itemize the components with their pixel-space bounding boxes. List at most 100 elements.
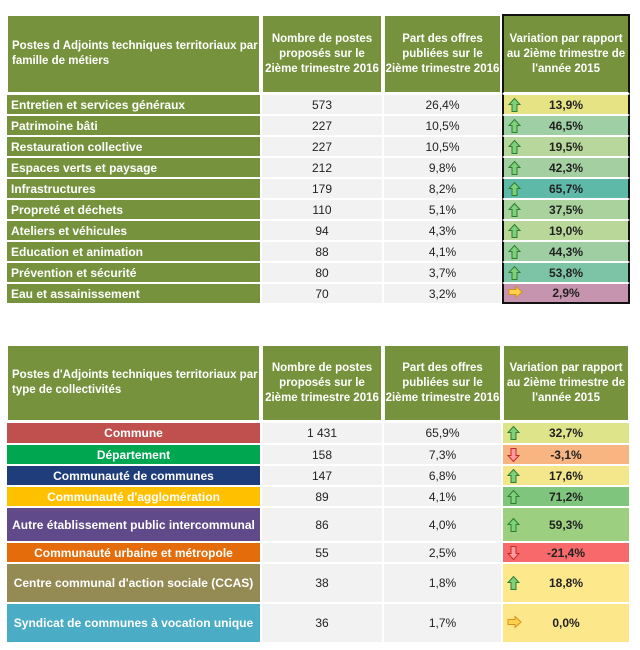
row-share: 8,2%	[383, 178, 502, 199]
table-row: Eau et assainissement 70 3,2% 2,9%	[6, 283, 630, 304]
row-variation-cell: 19,5%	[502, 136, 630, 157]
row-variation: 44,3%	[548, 244, 584, 259]
row-label: Entretien et services généraux	[6, 94, 261, 115]
row-share: 2,5%	[383, 542, 502, 563]
row-variation-cell: 44,3%	[502, 241, 630, 262]
row-count: 70	[261, 283, 383, 304]
table-row: Communauté urbaine et métropole 55 2,5% -21…	[6, 542, 630, 563]
arrow-up-icon	[507, 202, 522, 217]
row-variation-cell: 37,5%	[502, 199, 630, 220]
row-variation: 32,7%	[548, 426, 584, 440]
row-variation-cell: 59,3%	[502, 507, 630, 542]
header-nombre: Nombre de postes proposés sur le 2ième t…	[261, 344, 383, 422]
row-label: Autre établissement public intercommunal	[6, 507, 261, 542]
row-label: Eau et assainissement	[6, 283, 261, 304]
row-count: 1 431	[261, 422, 383, 444]
table-row: Département 158 7,3% -3,1%	[6, 444, 630, 465]
row-share: 10,5%	[383, 136, 502, 157]
arrow-right-icon	[508, 285, 523, 301]
row-label: Communauté de communes	[6, 465, 261, 486]
row-share: 4,1%	[383, 486, 502, 507]
table-row: Communauté d'agglomération 89 4,1% 71,2%	[6, 486, 630, 507]
row-count: 179	[261, 178, 383, 199]
row-count: 158	[261, 444, 383, 465]
table-row: Syndicat de communes à vocation unique 36…	[6, 603, 630, 643]
collectivites-table: Postes d'Adjoints techniques territoriau…	[6, 344, 630, 643]
row-variation: 2,9%	[552, 286, 580, 300]
row-variation: 0,0%	[552, 616, 580, 630]
arrow-up-icon	[506, 468, 521, 483]
row-variation-cell: -21,4%	[502, 542, 630, 563]
row-label: Syndicat de communes à vocation unique	[6, 603, 261, 643]
row-variation: 59,3%	[548, 517, 584, 532]
row-variation-cell: 53,8%	[502, 262, 630, 283]
table-row: Autre établissement public intercommunal…	[6, 507, 630, 542]
row-count: 94	[261, 220, 383, 241]
header-part: Part des offres publiées sur le 2ième tr…	[383, 344, 502, 422]
arrow-up-icon	[507, 223, 522, 238]
row-label: Ateliers et véhicules	[6, 220, 261, 241]
row-count: 86	[261, 507, 383, 542]
row-variation-cell: 0,0%	[502, 603, 630, 643]
table-row: Communauté de communes 147 6,8% 17,6%	[6, 465, 630, 486]
arrow-up-icon	[507, 139, 522, 154]
row-variation-cell: 13,9%	[502, 94, 630, 115]
arrow-up-icon	[506, 425, 521, 441]
metiers-table: Postes d Adjoints techniques territoriau…	[6, 14, 630, 304]
row-variation-cell: 71,2%	[502, 486, 630, 507]
table-row: Patrimoine bâti 227 10,5% 46,5%	[6, 115, 630, 136]
table-row: Ateliers et véhicules 94 4,3% 19,0%	[6, 220, 630, 241]
row-share: 65,9%	[383, 422, 502, 444]
row-variation: 37,5%	[548, 202, 584, 217]
table-row: Entretien et services généraux 573 26,4% 13…	[6, 94, 630, 115]
row-count: 227	[261, 136, 383, 157]
row-label: Commune	[6, 422, 261, 444]
table-row: Education et animation 88 4,1% 44,3%	[6, 241, 630, 262]
row-variation: 46,5%	[548, 118, 584, 133]
row-share: 3,2%	[383, 283, 502, 304]
row-variation: -21,4%	[546, 545, 586, 560]
row-count: 89	[261, 486, 383, 507]
row-label: Centre communal d'action sociale (CCAS)	[6, 563, 261, 603]
row-share: 6,8%	[383, 465, 502, 486]
row-label: Restauration collective	[6, 136, 261, 157]
row-variation: 65,7%	[548, 181, 584, 196]
row-count: 147	[261, 465, 383, 486]
header-part: Part des offres publiées sur le 2ième tr…	[383, 14, 502, 94]
row-count: 36	[261, 603, 383, 643]
arrow-up-icon	[506, 517, 521, 532]
row-label: Prévention et sécurité	[6, 262, 261, 283]
table-row: Espaces verts et paysage 212 9,8% 42,3%	[6, 157, 630, 178]
row-count: 80	[261, 262, 383, 283]
row-variation-cell: 42,3%	[502, 157, 630, 178]
arrow-down-icon	[506, 447, 521, 462]
header-variation: Variation par rapport au 2ième trimestre…	[502, 344, 630, 422]
arrow-up-icon	[507, 118, 522, 133]
row-label: Infrastructures	[6, 178, 261, 199]
row-variation: 42,3%	[548, 160, 584, 175]
row-label: Propreté et déchets	[6, 199, 261, 220]
row-label: Communauté urbaine et métropole	[6, 542, 261, 563]
row-variation: 19,5%	[548, 139, 584, 154]
row-label: Département	[6, 444, 261, 465]
row-count: 573	[261, 94, 383, 115]
table-row: Centre communal d'action sociale (CCAS) 3…	[6, 563, 630, 603]
row-share: 4,3%	[383, 220, 502, 241]
row-share: 5,1%	[383, 199, 502, 220]
row-variation-cell: 2,9%	[502, 283, 630, 304]
table-row: Prévention et sécurité 80 3,7% 53,8%	[6, 262, 630, 283]
row-variation: 17,6%	[548, 468, 584, 483]
header-collectivites: Postes d'Adjoints techniques territoriau…	[6, 344, 261, 422]
row-label: Communauté d'agglomération	[6, 486, 261, 507]
row-variation-cell: 18,8%	[502, 563, 630, 603]
arrow-right-icon	[507, 615, 522, 631]
row-variation: 71,2%	[548, 489, 584, 504]
row-count: 110	[261, 199, 383, 220]
table-row: Restauration collective 227 10,5% 19,5%	[6, 136, 630, 157]
row-label: Education et animation	[6, 241, 261, 262]
row-count: 38	[261, 563, 383, 603]
table-row: Infrastructures 179 8,2% 65,7%	[6, 178, 630, 199]
row-label: Patrimoine bâti	[6, 115, 261, 136]
row-share: 26,4%	[383, 94, 502, 115]
row-share: 3,7%	[383, 262, 502, 283]
